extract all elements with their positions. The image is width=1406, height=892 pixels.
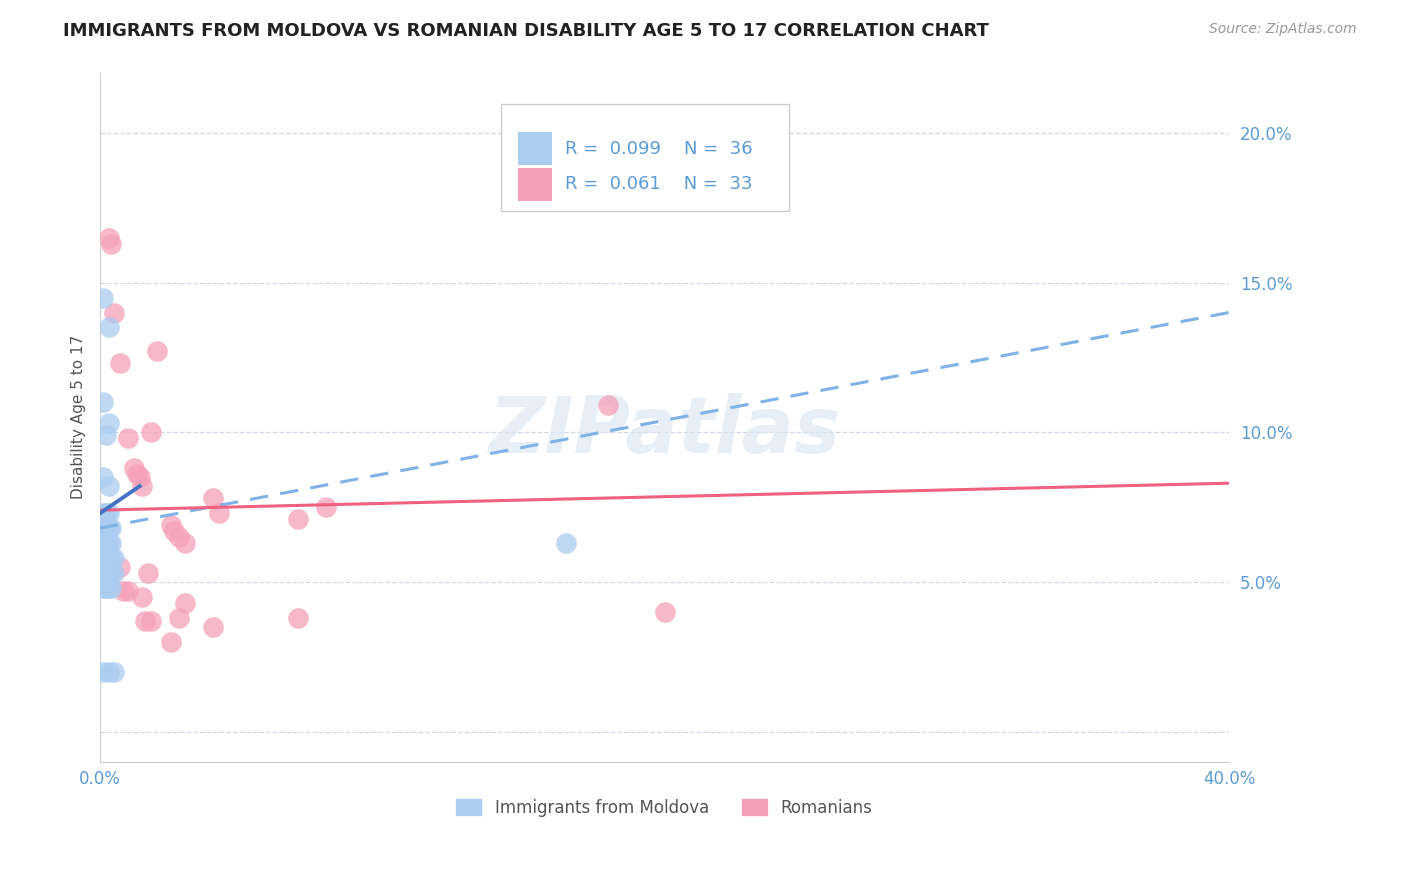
- Point: [167, 611, 190, 625]
- Point: [97, 581, 120, 595]
- Point: [97, 521, 120, 535]
- Point: [100, 536, 122, 550]
- Point: [111, 584, 134, 599]
- Point: [159, 518, 181, 533]
- Point: [122, 461, 145, 475]
- Point: [94, 521, 117, 535]
- Point: [97, 506, 120, 520]
- Text: R =  0.099    N =  36: R = 0.099 N = 36: [565, 140, 752, 158]
- Point: [97, 479, 120, 493]
- Point: [554, 536, 576, 550]
- Point: [208, 506, 231, 520]
- Point: [128, 470, 150, 484]
- Point: [131, 479, 153, 493]
- Point: [145, 344, 167, 359]
- Point: [134, 614, 156, 628]
- Point: [139, 614, 162, 628]
- Point: [131, 590, 153, 604]
- Text: ZIPatlas: ZIPatlas: [488, 393, 841, 469]
- Point: [173, 536, 195, 550]
- Point: [91, 521, 114, 535]
- Point: [97, 320, 120, 334]
- Point: [91, 665, 114, 679]
- Point: [654, 605, 676, 619]
- Point: [202, 620, 225, 634]
- Point: [117, 584, 139, 599]
- Point: [97, 417, 120, 431]
- Point: [91, 506, 114, 520]
- FancyBboxPatch shape: [517, 132, 551, 165]
- Point: [173, 596, 195, 610]
- FancyBboxPatch shape: [501, 104, 789, 211]
- Text: Source: ZipAtlas.com: Source: ZipAtlas.com: [1209, 22, 1357, 37]
- Point: [108, 560, 131, 574]
- Point: [91, 566, 114, 580]
- Point: [100, 581, 122, 595]
- Point: [97, 551, 120, 566]
- Point: [91, 536, 114, 550]
- Point: [125, 467, 148, 482]
- Point: [91, 395, 114, 409]
- Point: [103, 305, 125, 319]
- Point: [598, 398, 620, 412]
- Point: [100, 551, 122, 566]
- Point: [97, 536, 120, 550]
- Legend: Immigrants from Moldova, Romanians: Immigrants from Moldova, Romanians: [450, 792, 879, 823]
- Point: [136, 566, 159, 580]
- Point: [91, 581, 114, 595]
- Text: R =  0.061    N =  33: R = 0.061 N = 33: [565, 175, 752, 193]
- Point: [91, 291, 114, 305]
- Point: [162, 524, 184, 538]
- Point: [103, 665, 125, 679]
- Point: [287, 512, 309, 526]
- Point: [97, 230, 120, 244]
- Point: [202, 491, 225, 505]
- Point: [103, 566, 125, 580]
- Point: [315, 500, 337, 515]
- Point: [94, 566, 117, 580]
- Point: [94, 551, 117, 566]
- Point: [94, 536, 117, 550]
- Point: [117, 431, 139, 445]
- Point: [100, 236, 122, 251]
- Y-axis label: Disability Age 5 to 17: Disability Age 5 to 17: [72, 335, 86, 500]
- Point: [159, 635, 181, 649]
- Point: [97, 566, 120, 580]
- Point: [167, 530, 190, 544]
- Point: [139, 425, 162, 440]
- FancyBboxPatch shape: [517, 168, 551, 201]
- Point: [91, 470, 114, 484]
- Point: [97, 665, 120, 679]
- Text: IMMIGRANTS FROM MOLDOVA VS ROMANIAN DISABILITY AGE 5 TO 17 CORRELATION CHART: IMMIGRANTS FROM MOLDOVA VS ROMANIAN DISA…: [63, 22, 990, 40]
- Point: [94, 428, 117, 442]
- Point: [91, 551, 114, 566]
- Point: [94, 506, 117, 520]
- Point: [287, 611, 309, 625]
- Point: [100, 566, 122, 580]
- Point: [94, 581, 117, 595]
- Point: [103, 551, 125, 566]
- Point: [108, 356, 131, 370]
- Point: [100, 521, 122, 535]
